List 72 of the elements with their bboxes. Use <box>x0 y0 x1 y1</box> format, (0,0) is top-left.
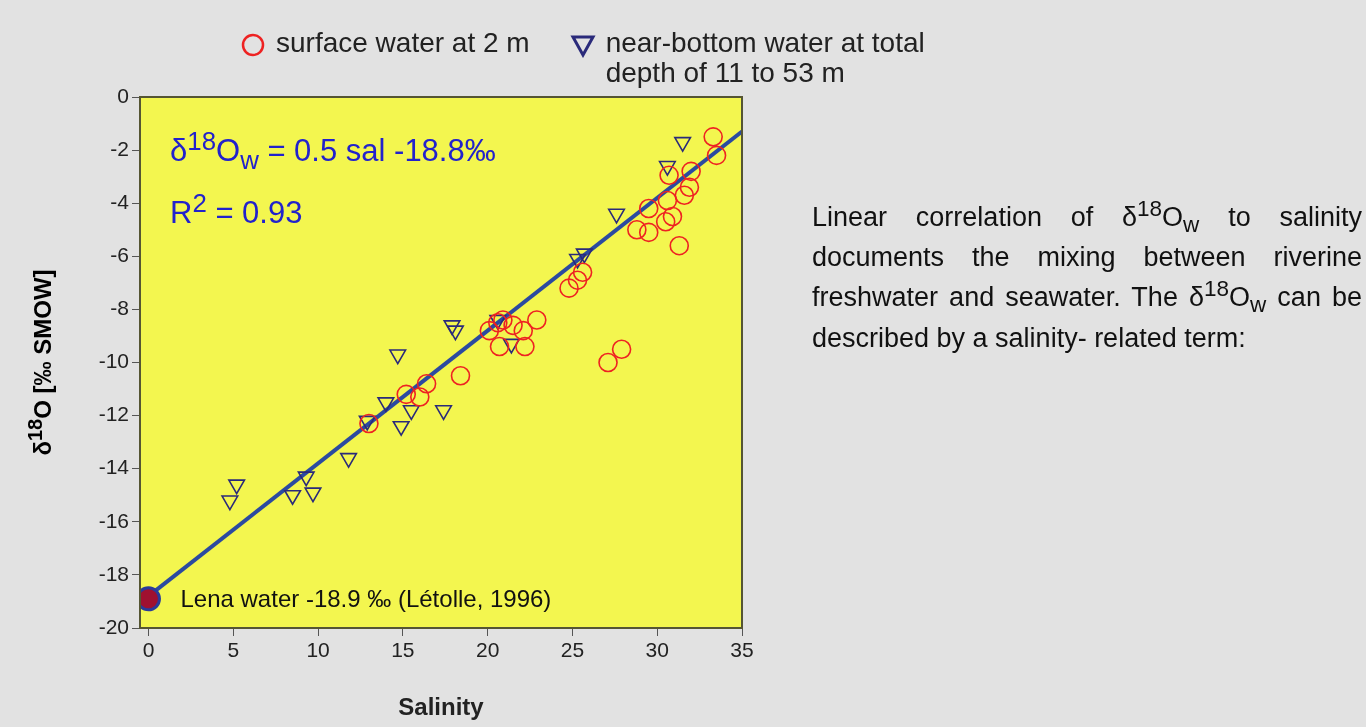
point <box>410 387 430 407</box>
point <box>703 127 723 147</box>
y-tick-label: -16 <box>98 508 129 532</box>
point <box>638 222 659 243</box>
point <box>228 479 246 495</box>
point <box>679 177 700 198</box>
point <box>527 310 547 330</box>
point <box>627 219 647 240</box>
x-tick-label: 25 <box>560 638 585 662</box>
point <box>389 349 407 365</box>
point <box>567 270 588 290</box>
point <box>489 336 510 357</box>
annotation: R$^{2}$ = 0.93 <box>170 189 303 232</box>
point <box>559 278 579 298</box>
point <box>396 384 417 405</box>
y-tick-label: -6 <box>110 243 129 267</box>
legend-label: surface water at 2 m <box>276 27 530 58</box>
point <box>706 145 727 166</box>
point <box>607 208 626 224</box>
point <box>446 325 465 341</box>
x-tick-label: 0 <box>142 638 155 662</box>
point <box>443 320 461 336</box>
point <box>572 262 593 283</box>
annotation: Lena water -18.9 ‰ (Létolle, 1996) <box>180 584 552 613</box>
point <box>655 211 676 232</box>
legend-label: near-bottom water at total depth of 11 to 53 m <box>605 27 926 88</box>
point <box>479 320 500 341</box>
x-tick-label: 20 <box>475 638 500 662</box>
y-tick-label: -18 <box>98 561 129 585</box>
point <box>284 489 302 506</box>
point <box>674 185 695 206</box>
x-tick-label: 10 <box>306 638 330 662</box>
point <box>598 352 618 373</box>
y-tick-label: 0 <box>117 83 129 107</box>
point <box>515 336 535 357</box>
point <box>611 339 632 360</box>
point <box>377 397 395 413</box>
point <box>662 206 683 227</box>
x-tick-label: 30 <box>645 638 669 662</box>
point <box>402 404 420 421</box>
point <box>297 471 315 487</box>
point <box>502 338 520 354</box>
x-tick-label: 5 <box>227 638 240 662</box>
y-tick-label: -20 <box>98 614 129 638</box>
x-tick-label: 15 <box>391 638 415 662</box>
point <box>669 235 690 256</box>
x-tick-label: 35 <box>730 638 754 662</box>
y-tick-label: -14 <box>98 455 130 479</box>
point <box>638 198 659 219</box>
point <box>416 373 437 394</box>
point <box>339 452 358 468</box>
x-axis-title: Salinity <box>398 693 485 721</box>
point <box>513 320 534 341</box>
annotation: δ$^{18}$O$_{w}$ = 0.5 sal -18.8‰ <box>170 127 496 175</box>
point <box>304 487 322 503</box>
point <box>450 365 471 386</box>
y-tick-label: -4 <box>110 190 130 213</box>
point <box>493 310 513 330</box>
point <box>681 161 701 182</box>
point <box>434 404 453 421</box>
y-tick-label: -2 <box>110 136 129 160</box>
point <box>221 495 239 511</box>
y-tick-label: -8 <box>110 296 129 320</box>
point <box>657 190 678 211</box>
point <box>392 420 410 437</box>
point <box>659 165 679 186</box>
point <box>568 253 587 269</box>
y-tick-label: -12 <box>98 402 129 426</box>
point <box>503 315 523 336</box>
y-tick-label: -10 <box>98 349 129 373</box>
text: Linear correlation of δ$^{18}$O$_{w}$ to salinity documents the mixing between riverine freshwater and seawater. The δ$^{18}$O$_{w}$ can be described by a salinity- related term: <box>812 196 1362 353</box>
point <box>575 248 593 264</box>
